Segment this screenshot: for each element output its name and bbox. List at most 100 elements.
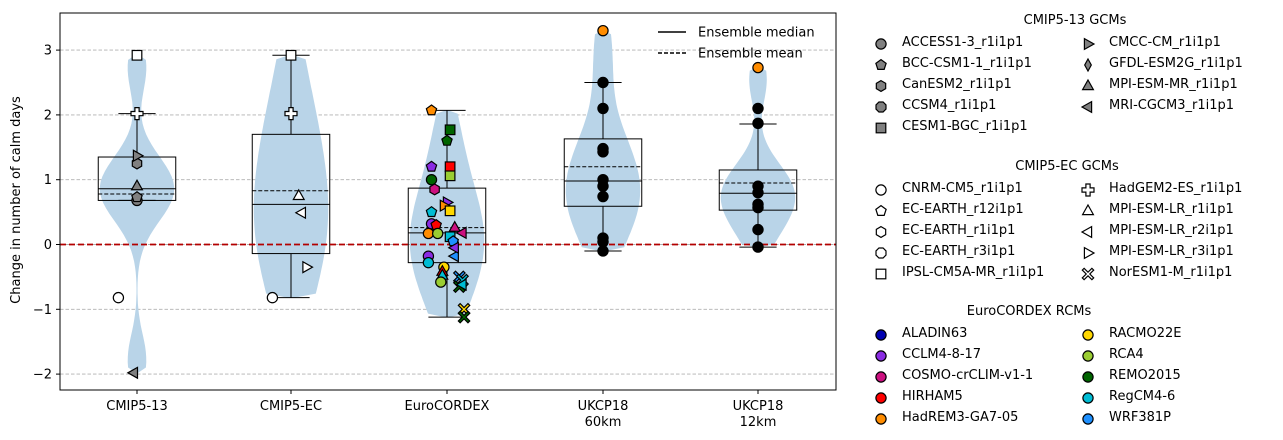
legend-marker-shape — [1081, 183, 1095, 197]
legend-marker-shape — [875, 268, 887, 280]
y-tick-label: 3 — [44, 44, 52, 59]
data-point — [444, 170, 456, 182]
data-point — [597, 24, 609, 37]
legend-line-label: Ensemble mean — [698, 47, 803, 62]
legend-marker-shape — [1083, 246, 1096, 260]
legend-marker-shape — [1081, 203, 1095, 216]
legend-marker-shape — [1082, 392, 1094, 404]
chart: −2 −1 0 1 2 3 CMIP5-13 CMIP5-EC EuroCORDEX UKCP18… — [9, 12, 837, 430]
data-point — [131, 49, 143, 61]
legend-item-label: WRF381P — [1109, 410, 1172, 425]
violin-0 — [99, 54, 175, 373]
legend-marker — [875, 122, 887, 134]
data-point — [597, 146, 609, 158]
data-point — [266, 291, 279, 304]
y-axis-label: Change in number of calm days — [9, 96, 24, 304]
data-point — [435, 276, 447, 288]
legend-item-label: MPI-ESM-LR_r1i1p1 — [1109, 202, 1234, 217]
legend-marker — [875, 101, 887, 113]
legend-item-label: RegCM4-6 — [1109, 389, 1176, 404]
data-point — [284, 107, 298, 121]
y-tick-label: 1 — [44, 173, 52, 188]
y-tick-label: 0 — [44, 238, 52, 253]
x-tick-label: CMIP5-EC — [260, 399, 322, 414]
data-point — [302, 260, 314, 274]
data-point — [752, 241, 764, 253]
data-point — [455, 278, 467, 292]
data-point — [285, 49, 297, 61]
legend-item-label: GFDL-ESM2G_r1i1p1 — [1109, 56, 1243, 71]
data-point — [597, 245, 609, 257]
legend-marker-shape — [1081, 267, 1095, 281]
legend-item-label: CCSM4_r1i1p1 — [902, 98, 997, 113]
data-point — [132, 149, 145, 163]
data-point — [441, 134, 453, 146]
data-point — [130, 107, 144, 121]
legend-marker — [1082, 392, 1094, 404]
legend-marker — [875, 184, 887, 196]
x-tick-label-line2: 60km — [585, 415, 622, 430]
data-point — [292, 188, 306, 201]
data-point — [597, 180, 609, 192]
axes: −2 −1 0 1 2 3 CMIP5-13 CMIP5-EC EuroCORDEX UKCP18… — [33, 12, 837, 430]
legend-item-label: MPI-ESM-LR_r2i1p1 — [1109, 223, 1234, 238]
data-point — [457, 310, 471, 324]
legend-marker-shape — [875, 122, 887, 134]
data-point — [597, 190, 609, 203]
legend-item-label: MPI-ESM-MR_r1i1p1 — [1109, 77, 1238, 92]
legend-marker-shape — [875, 247, 887, 259]
legend-item-label: BCC-CSM1-1_r1i1p1 — [902, 56, 1032, 71]
data-point — [425, 205, 438, 218]
legend-marker — [875, 392, 887, 404]
legend-marker-shape — [1082, 329, 1094, 341]
legend-marker-shape — [875, 392, 887, 404]
legend-marker-shape — [875, 204, 887, 216]
x-tick-label-line2: 12km — [740, 415, 777, 430]
data-point — [422, 227, 435, 240]
data-point — [130, 178, 144, 191]
legend-marker-shape — [1082, 413, 1094, 425]
legend-group-title: EuroCORDEX RCMs — [966, 304, 1092, 319]
legend-item-label: CMCC-CM_r1i1p1 — [1109, 35, 1221, 50]
legend-group-title: CMIP5-13 GCMs — [1023, 13, 1127, 28]
data-point — [752, 102, 764, 115]
legend-marker — [1081, 203, 1095, 216]
legend-marker-shape — [1080, 100, 1093, 114]
legend-marker — [875, 38, 887, 50]
legend-item-label: CCLM4-8-17 — [902, 347, 982, 362]
data-point — [444, 161, 456, 173]
line-legend: Ensemble median Ensemble mean — [658, 26, 815, 62]
legend-marker-shape — [875, 184, 887, 196]
data-point — [444, 124, 456, 136]
legend-marker-shape — [875, 225, 887, 239]
legend-marker-shape — [1081, 78, 1095, 91]
legend-marker — [875, 225, 887, 239]
legend-marker — [875, 413, 887, 425]
legend-marker — [875, 247, 887, 259]
legend-item-label: IPSL-CM5A-MR_r1i1p1 — [902, 265, 1045, 280]
legend-marker-shape — [875, 79, 887, 93]
data-point — [752, 201, 764, 214]
legend-marker — [1083, 246, 1096, 260]
data-point — [112, 291, 125, 304]
legend-item-label: REMO2015 — [1109, 368, 1181, 383]
legend-marker — [875, 371, 887, 383]
data-point — [752, 117, 764, 130]
data-point — [131, 191, 143, 203]
legend-marker — [875, 350, 887, 362]
legend-item-label: HadGEM2-ES_r1i1p1 — [1109, 181, 1243, 196]
legend-marker — [875, 58, 887, 70]
data-point — [447, 249, 459, 263]
data-point — [752, 186, 764, 199]
legend-marker-shape — [875, 413, 887, 425]
legend-marker-shape — [875, 38, 887, 50]
model-points — [112, 24, 764, 380]
x-tick-label: EuroCORDEX — [405, 399, 490, 414]
x-tick-label: UKCP18 — [733, 399, 784, 414]
legend-item-label: CanESM2_r1i1p1 — [902, 77, 1012, 92]
legend-marker-shape — [1082, 350, 1094, 362]
legend-marker — [1083, 37, 1096, 51]
legend-line-label: Ensemble median — [698, 26, 815, 41]
legend-item-label: RCA4 — [1109, 347, 1144, 362]
legend-item-label: CNRM-CM5_r1i1p1 — [902, 181, 1023, 196]
